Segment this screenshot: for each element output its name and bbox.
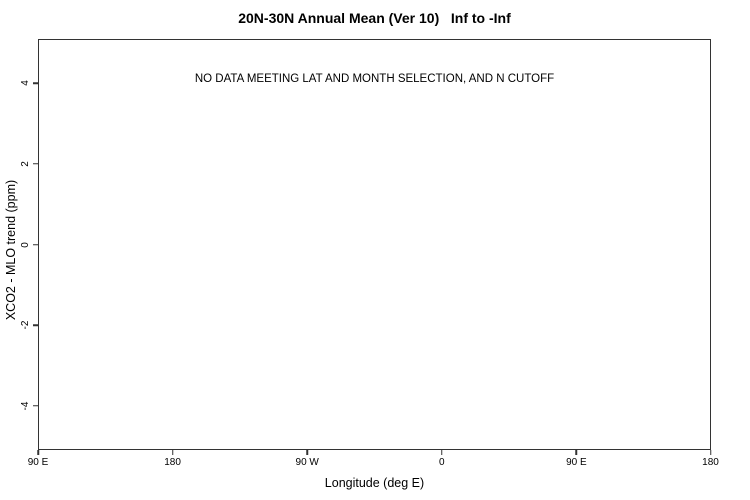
x-tick-label: 0	[439, 457, 445, 468]
no-data-message: NO DATA MEETING LAT AND MONTH SELECTION,…	[194, 73, 555, 85]
y-tick-label: -4	[20, 401, 31, 411]
x-tick-label: 90 E	[566, 457, 587, 468]
y-tick-label: 4	[20, 80, 31, 87]
y-tick-label: 0	[20, 241, 31, 248]
y-tick-mark	[33, 243, 38, 246]
plot-title: 20N-30N Annual Mean (Ver 10) Inf to -Inf	[238, 10, 511, 26]
y-tick-mark	[33, 163, 38, 165]
x-axis-label: Longitude (deg E)	[324, 476, 425, 490]
x-tick-mark	[441, 450, 443, 455]
x-tick-mark	[575, 450, 578, 455]
x-tick-mark	[306, 450, 308, 455]
x-tick-label: 90 E	[27, 457, 49, 468]
x-tick-label: 90 W	[295, 457, 319, 468]
y-tick-label: 2	[20, 161, 31, 167]
x-tick-mark	[37, 450, 39, 455]
x-tick-label: 180	[164, 457, 181, 468]
x-tick-label: 180	[702, 457, 719, 468]
y-tick-mark	[33, 404, 38, 407]
y-tick-mark	[33, 324, 38, 326]
x-tick-mark	[171, 450, 174, 455]
y-tick-mark	[33, 82, 38, 85]
y-axis-label: XCO2 - MLO trend (ppm)	[4, 179, 18, 321]
plot-area: NO DATA MEETING LAT AND MONTH SELECTION,…	[38, 39, 711, 450]
x-tick-mark	[709, 450, 712, 455]
y-tick-label: -2	[20, 320, 31, 330]
